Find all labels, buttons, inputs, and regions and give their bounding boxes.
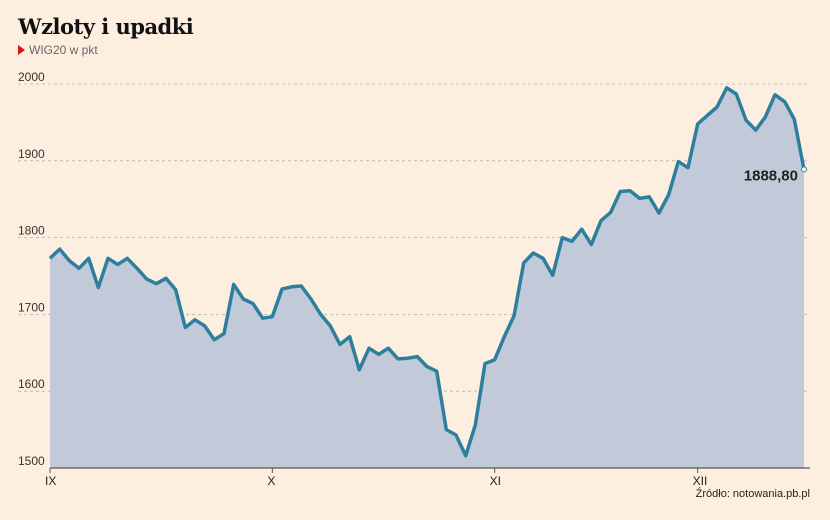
area-fill (50, 87, 804, 469)
y-axis-ticks: 1500 1600 1700 1800 1900 2000 (18, 70, 45, 468)
x-tick-label: X (267, 474, 275, 488)
chart-title: Wzloty i upadki (18, 14, 194, 39)
y-tick-label: 2000 (18, 70, 45, 84)
x-tick-label: XI (490, 474, 501, 488)
series-line (48, 86, 806, 458)
last-value-label: 1888,80 (744, 167, 798, 184)
red-triangle-marker-icon (18, 45, 25, 55)
y-tick-label: 1700 (18, 300, 45, 314)
x-axis-ticks: IX X XI XII (45, 468, 707, 488)
y-tick-label: 1900 (18, 147, 45, 161)
x-tick-label: IX (45, 474, 56, 488)
last-point-marker (801, 166, 807, 173)
y-tick-label: 1600 (18, 377, 45, 391)
x-tick-label: XII (693, 474, 708, 488)
y-tick-label: 1800 (18, 224, 45, 238)
subtitle-text: WIG20 w pkt (29, 43, 98, 57)
y-tick-label: 1500 (18, 454, 45, 468)
chart-subtitle: WIG20 w pkt (18, 43, 98, 57)
source-note: Źródło: notowania.pb.pl (695, 488, 810, 500)
